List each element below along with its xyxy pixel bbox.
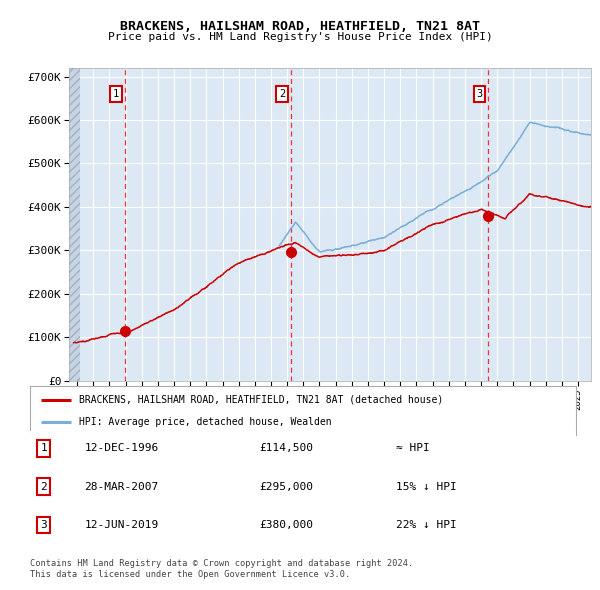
Text: 22% ↓ HPI: 22% ↓ HPI: [396, 520, 457, 530]
Text: 12-DEC-1996: 12-DEC-1996: [85, 444, 159, 453]
Text: ≈ HPI: ≈ HPI: [396, 444, 430, 453]
Bar: [69, 68, 80, 381]
Text: HPI: Average price, detached house, Wealden: HPI: Average price, detached house, Weal…: [79, 417, 332, 427]
Text: 15% ↓ HPI: 15% ↓ HPI: [396, 482, 457, 491]
Text: 12-JUN-2019: 12-JUN-2019: [85, 520, 159, 530]
Text: BRACKENS, HAILSHAM ROAD, HEATHFIELD, TN21 8AT: BRACKENS, HAILSHAM ROAD, HEATHFIELD, TN2…: [120, 20, 480, 33]
Text: £295,000: £295,000: [259, 482, 313, 491]
Text: £114,500: £114,500: [259, 444, 313, 453]
Text: 2: 2: [40, 482, 47, 491]
Text: 28-MAR-2007: 28-MAR-2007: [85, 482, 159, 491]
Text: Contains HM Land Registry data © Crown copyright and database right 2024.
This d: Contains HM Land Registry data © Crown c…: [30, 559, 413, 579]
Text: 3: 3: [476, 89, 482, 99]
Text: £380,000: £380,000: [259, 520, 313, 530]
Bar: [69, 68, 80, 381]
Text: 2: 2: [279, 89, 285, 99]
Text: BRACKENS, HAILSHAM ROAD, HEATHFIELD, TN21 8AT (detached house): BRACKENS, HAILSHAM ROAD, HEATHFIELD, TN2…: [79, 395, 443, 405]
Text: Price paid vs. HM Land Registry's House Price Index (HPI): Price paid vs. HM Land Registry's House …: [107, 32, 493, 42]
Text: 3: 3: [40, 520, 47, 530]
Text: 1: 1: [40, 444, 47, 453]
Text: 1: 1: [113, 89, 119, 99]
